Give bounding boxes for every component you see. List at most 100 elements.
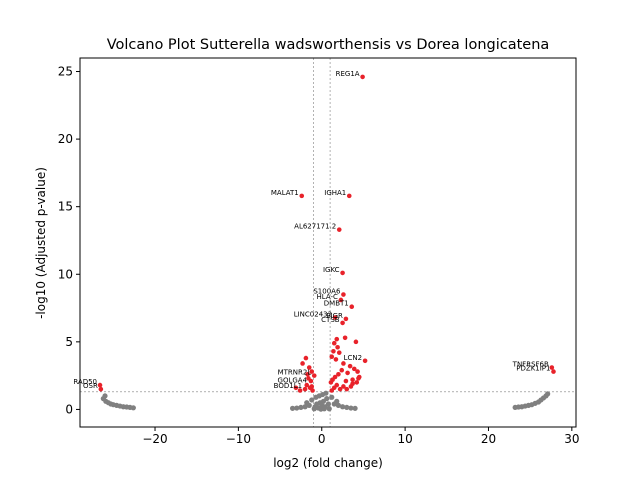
data-point-significant [343, 378, 349, 384]
axis-ticks: −20 −10 0 10 20 30 0 5 10 15 20 25 [58, 65, 580, 446]
data-point-significant [355, 369, 360, 374]
data-point-significant [551, 369, 556, 374]
point-label: TNFRSF6B [512, 361, 549, 369]
data-point-significant [341, 384, 346, 389]
nonsignificant-points [100, 390, 551, 412]
data-point-significant [306, 365, 312, 370]
y-tick-label: 25 [58, 65, 73, 79]
point-label: PDZK1IP1 [516, 365, 550, 373]
data-point-nonsignificant [352, 405, 358, 411]
data-point-significant [356, 376, 361, 381]
x-tick-label: −20 [142, 432, 167, 446]
data-point-significant [331, 340, 337, 346]
point-label: PIGR [326, 312, 343, 320]
data-point-nonsignificant [324, 396, 330, 402]
data-point-significant [360, 74, 365, 80]
data-point-significant [337, 386, 343, 392]
point-label: LCN2 [344, 354, 362, 362]
data-point-significant [351, 366, 357, 372]
point-label: CTSB [321, 316, 340, 324]
data-point-nonsignificant [344, 404, 350, 411]
data-point-significant [303, 355, 309, 361]
data-point-significant [328, 380, 334, 385]
data-point-significant [350, 377, 355, 382]
data-point-significant [329, 388, 335, 393]
data-point-significant [549, 365, 555, 370]
point-label: DMBT1 [324, 300, 349, 308]
data-point-nonsignificant [321, 406, 327, 412]
data-point-nonsignificant [304, 400, 310, 406]
data-point-significant [300, 361, 305, 366]
data-point-significant [333, 357, 339, 362]
data-point-nonsignificant [302, 404, 308, 410]
data-point-significant [306, 376, 311, 381]
point-label: RAD50 [73, 378, 97, 386]
y-tick-label: 10 [58, 267, 73, 281]
data-point-nonsignificant [348, 405, 354, 411]
data-point-significant [98, 386, 104, 392]
data-point-significant [340, 270, 345, 276]
point-label: HLA-C [317, 293, 338, 301]
x-tick-label: 0 [318, 432, 326, 446]
data-point-significant [343, 316, 349, 322]
data-point-nonsignificant [334, 398, 340, 404]
point-label: REG1A [336, 70, 360, 78]
data-point-significant [344, 386, 350, 392]
data-point-significant [362, 358, 368, 364]
data-point-significant [304, 382, 310, 388]
point-label: LINC02432 [294, 311, 332, 319]
point-label: AL627171.2 [294, 223, 336, 231]
data-point-nonsignificant [289, 405, 296, 411]
chart-title: Volcano Plot Sutterella wadsworthensis v… [107, 37, 550, 53]
data-point-nonsignificant [326, 406, 332, 412]
point-label: OSR [83, 382, 98, 390]
data-point-nonsignificant [298, 404, 304, 411]
data-point-significant [350, 381, 355, 387]
data-point-significant [305, 371, 310, 377]
data-point-significant [311, 373, 317, 378]
point-label: GOLGA4 [278, 377, 308, 385]
data-point-nonsignificant [545, 391, 551, 397]
point-label: MTRNR2L [278, 369, 312, 377]
data-point-nonsignificant [294, 405, 300, 411]
x-axis-label: log2 (fold change) [273, 456, 383, 470]
data-point-significant [342, 335, 348, 341]
y-tick-label: 15 [58, 200, 73, 214]
data-point-significant [336, 227, 342, 232]
data-point-significant [347, 363, 353, 369]
data-point-significant [349, 304, 355, 310]
data-point-significant [341, 292, 346, 297]
y-axis-label: -log10 (Adjusted p-value) [34, 167, 48, 319]
data-point-significant [309, 369, 315, 374]
point-label: BOD1L1 [274, 382, 302, 390]
data-point-significant [345, 370, 350, 376]
data-point-significant [97, 382, 103, 388]
data-point-significant [334, 336, 340, 342]
data-point-significant [332, 315, 338, 320]
data-point-significant [340, 320, 345, 326]
data-point-significant [335, 344, 340, 350]
data-point-significant [336, 371, 341, 377]
data-point-nonsignificant [130, 405, 136, 411]
data-point-significant [336, 350, 342, 355]
point-label: IGKC [323, 266, 340, 274]
data-point-nonsignificant [329, 394, 335, 400]
data-point-significant [331, 349, 336, 354]
data-point-nonsignificant [325, 401, 332, 407]
y-tick-label: 5 [65, 335, 73, 349]
y-tick-label: 20 [58, 132, 73, 146]
data-point-significant [353, 339, 359, 345]
data-point-significant [339, 367, 345, 373]
x-tick-label: −10 [226, 432, 251, 446]
data-point-significant [354, 380, 360, 385]
point-labels: REG1A MALAT1 IGHA1 AL627171.2 IGKC S100A6HLA-… [73, 70, 550, 390]
data-point-significant [302, 386, 308, 392]
significant-points [97, 74, 556, 393]
x-tick-label: 30 [564, 432, 579, 446]
x-tick-label: 10 [397, 432, 412, 446]
y-tick-label: 0 [65, 402, 73, 416]
point-label: IGHA1 [324, 189, 346, 197]
point-label: S100A6 [313, 288, 341, 296]
